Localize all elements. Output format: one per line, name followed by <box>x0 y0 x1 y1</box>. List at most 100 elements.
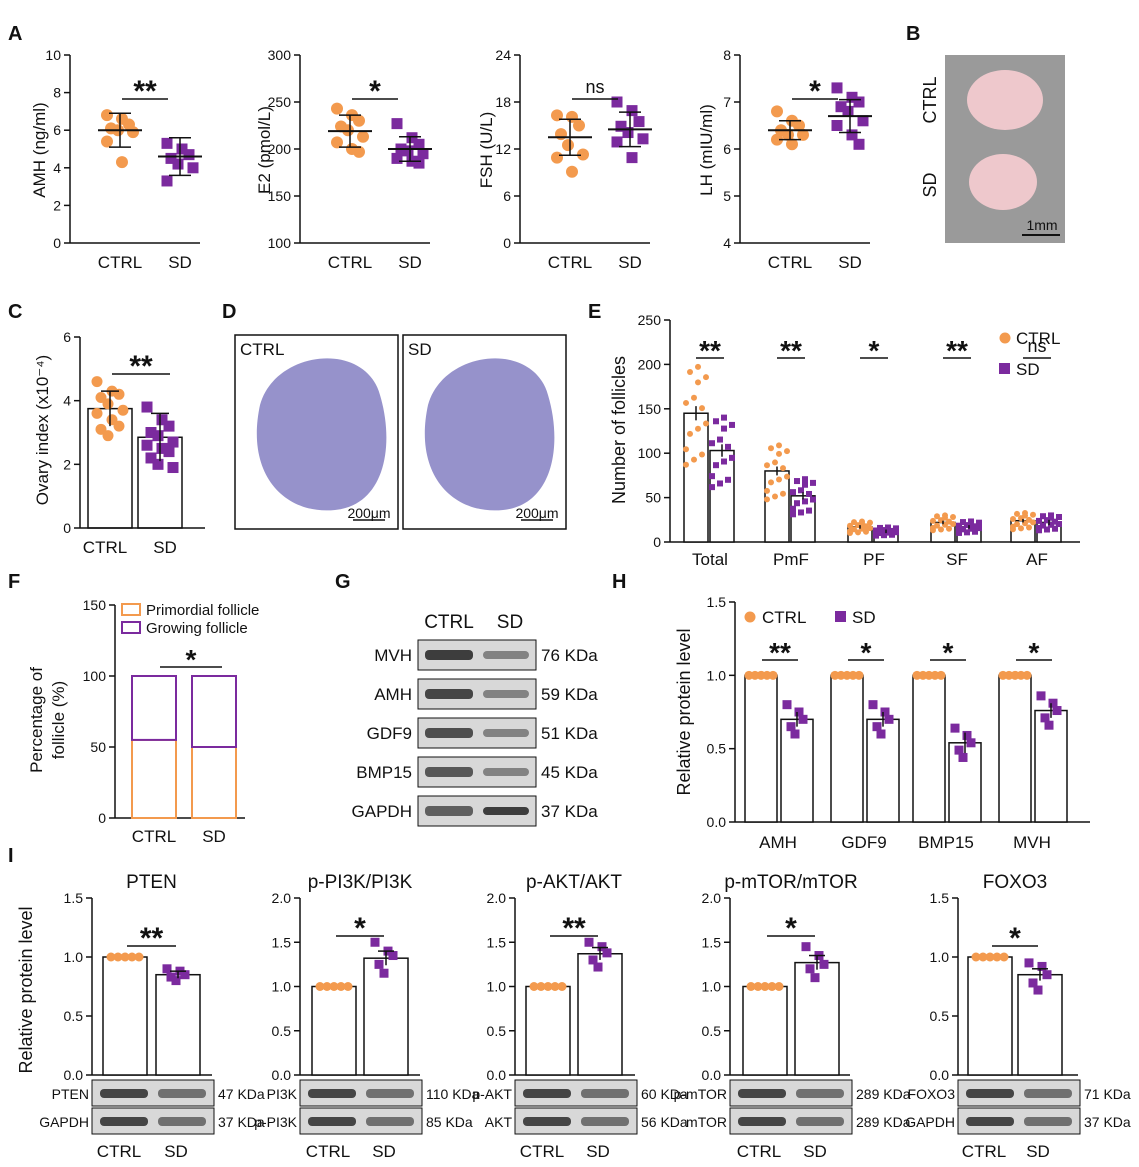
chart-I2: 0.0 0.5 1.0 1.5 2.0 p-PI3K/PI3K * PI3K 110 KDa p-… <box>254 872 479 1161</box>
data-point-sd <box>964 522 970 529</box>
data-point-ctrl <box>691 456 697 463</box>
band-ctrl <box>966 1117 1014 1126</box>
y-tick-label: 1.0 <box>487 979 507 995</box>
lane-label-ctrl: CTRL <box>520 1142 564 1161</box>
data-point-sd <box>877 530 883 537</box>
data-point-sd <box>413 157 425 169</box>
band-sd <box>1024 1089 1072 1098</box>
chart-A2: 100 150 200 250 300 CTRL SD E2 (pmol/L) * <box>255 47 432 272</box>
data-point-sd <box>1033 985 1043 995</box>
x-tick-label: AF <box>1026 550 1048 569</box>
data-point-sd <box>884 714 894 724</box>
data-point-sd <box>968 518 974 525</box>
blot-size-label: 110 KDa <box>426 1086 480 1102</box>
blot-size-label: 37 KDa <box>541 802 598 821</box>
data-point-sd <box>145 452 157 464</box>
x-tick-label: CTRL <box>328 253 372 272</box>
y-tick-label: 1.0 <box>707 667 727 683</box>
data-point-sd <box>802 498 808 505</box>
y-tick-label: 1.0 <box>702 979 722 995</box>
significance-label: ** <box>699 335 721 366</box>
y-tick-label: 0.5 <box>272 1023 292 1039</box>
data-point-sd <box>810 496 816 503</box>
band-sd <box>581 1089 629 1098</box>
x-tick-label: PF <box>863 550 885 569</box>
ovary-section-image <box>424 358 555 511</box>
data-point-ctrl <box>703 374 709 381</box>
y-tick-label: 0.5 <box>702 1023 722 1039</box>
bar-CTRL-BMP15 <box>912 674 946 823</box>
panel-letter-A: A <box>8 23 22 45</box>
data-point-sd <box>172 158 184 170</box>
data-point-sd <box>1044 720 1054 730</box>
data-point-sd <box>954 745 964 755</box>
data-point-sd <box>187 162 199 174</box>
data-point-ctrl <box>699 451 705 458</box>
legend-marker-growing <box>121 621 141 634</box>
data-point-sd <box>593 962 603 972</box>
chart-A1: 0 2 4 6 8 10 CTRL SD AMH (ng/ml) ** <box>30 47 202 272</box>
data-point-sd <box>183 149 195 161</box>
x-tick-label: SD <box>838 253 862 272</box>
y-tick-label: 1.0 <box>64 949 84 965</box>
y-tick-label: 1.5 <box>707 594 727 610</box>
x-tick-label: CTRL <box>98 253 142 272</box>
data-point-sd <box>729 454 735 461</box>
data-point-sd <box>794 707 804 717</box>
data-point-ctrl <box>117 404 129 416</box>
data-point-sd <box>611 136 623 148</box>
data-point-sd <box>805 964 815 974</box>
y-tick-label: 0.5 <box>707 741 727 757</box>
y-tick-label: 0.0 <box>272 1067 292 1083</box>
blot-protein-label: AMH <box>374 685 412 704</box>
data-point-ctrl <box>695 379 701 386</box>
y-tick-label: 2 <box>53 197 61 213</box>
band-sd <box>796 1089 844 1098</box>
data-point-ctrl <box>771 105 783 118</box>
data-point-ctrl <box>774 982 784 991</box>
y-tick-label: 50 <box>90 739 106 755</box>
data-point-sd <box>786 722 796 732</box>
y-tick-label: 24 <box>495 47 511 63</box>
y-axis-label: AMH (ng/ml) <box>30 102 49 197</box>
y-axis-label: Relative protein level <box>16 906 36 1073</box>
significance-label: * <box>1009 922 1021 955</box>
significance-label: * <box>369 75 381 108</box>
x-tick-label: SF <box>946 550 968 569</box>
data-point-ctrl <box>771 133 783 146</box>
significance-label: * <box>785 912 797 945</box>
data-point-ctrl <box>551 151 563 164</box>
legend-label-ctrl: CTRL <box>762 608 806 627</box>
panel-letter-C: C <box>8 301 22 323</box>
data-point-ctrl <box>930 524 936 531</box>
data-point-ctrl <box>551 109 563 122</box>
data-point-sd <box>413 138 425 150</box>
bar-CTRL-GDF9 <box>830 674 864 823</box>
lane-label-ctrl: CTRL <box>737 1142 781 1161</box>
legend-label-sd: SD <box>852 608 876 627</box>
data-point-ctrl <box>102 398 114 410</box>
data-point-ctrl <box>764 496 770 503</box>
data-point-sd <box>1037 961 1047 971</box>
chart-E: 0 50 100 150 200 250 Number of follicles Total *… <box>609 312 1080 569</box>
band-ctrl <box>966 1089 1014 1098</box>
data-point-ctrl <box>938 526 944 533</box>
data-point-sd <box>962 730 972 740</box>
y-tick-label: 250 <box>268 94 292 110</box>
data-point-sd <box>806 490 812 497</box>
significance-label: ** <box>769 637 791 668</box>
data-point-sd <box>163 420 175 432</box>
significance-label: ns <box>585 77 604 97</box>
ovary-section-image <box>256 358 387 511</box>
blot-size-label: 56 KDa <box>641 1114 688 1130</box>
data-point-ctrl <box>978 952 988 962</box>
band-ctrl <box>308 1089 356 1098</box>
data-point-sd <box>1036 524 1042 531</box>
y-tick-label: 200 <box>268 141 292 157</box>
data-point-ctrl <box>322 982 332 991</box>
data-point-sd <box>145 427 157 438</box>
data-point-sd <box>1044 517 1050 524</box>
histology-D: CTRL 200μm SD 200μm <box>234 334 567 530</box>
chart-I5: 0.0 0.5 1.0 1.5 FOXO3 * FOXO3 71 KDa GAPDH 37 KDa… <box>905 872 1131 1161</box>
y-tick-label: 150 <box>638 401 662 417</box>
